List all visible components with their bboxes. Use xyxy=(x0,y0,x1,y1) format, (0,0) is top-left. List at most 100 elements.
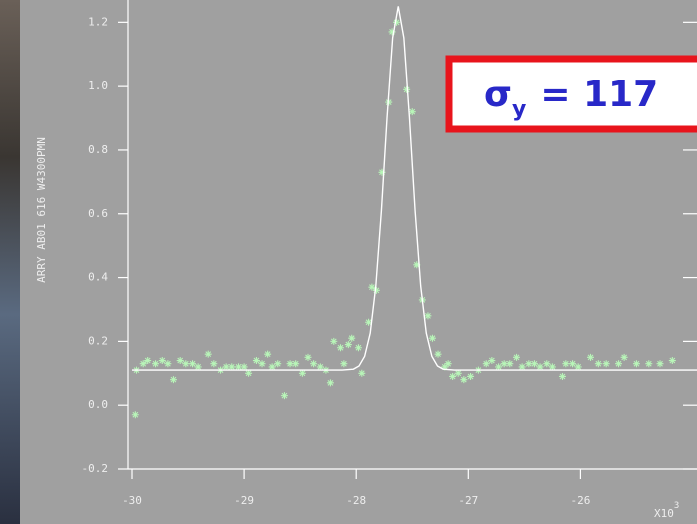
annotation-subscript: y xyxy=(512,97,526,122)
data-point xyxy=(620,353,628,361)
data-point xyxy=(210,360,218,368)
data-point xyxy=(326,379,334,387)
data-point xyxy=(298,369,306,377)
data-point xyxy=(234,363,242,371)
data-point xyxy=(292,360,300,368)
data-point xyxy=(413,261,421,269)
data-point xyxy=(536,363,544,371)
data-point xyxy=(222,363,230,371)
data-point xyxy=(482,360,490,368)
data-point xyxy=(393,18,401,26)
data-point xyxy=(424,312,432,320)
data-point xyxy=(434,350,442,358)
data-point xyxy=(668,357,676,365)
y-tick-label: 1.2 xyxy=(88,15,108,28)
multiplier-exponent: 3 xyxy=(674,501,679,511)
data-point xyxy=(403,85,411,93)
x-multiplier: X103 xyxy=(654,501,679,521)
data-point xyxy=(310,360,318,368)
data-point xyxy=(656,360,664,368)
data-point xyxy=(408,108,416,116)
data-point xyxy=(348,334,356,342)
y-tick-label: 0.4 xyxy=(88,271,108,284)
annotation-text: = 117 xyxy=(540,74,658,115)
data-point xyxy=(365,318,373,326)
data-point xyxy=(240,363,248,371)
data-point xyxy=(258,360,266,368)
data-point xyxy=(548,363,556,371)
data-point xyxy=(182,360,190,368)
y-tick-label: 1.0 xyxy=(88,79,108,92)
photo-edge xyxy=(0,0,20,524)
x-tick-label: -27 xyxy=(458,494,478,507)
data-point xyxy=(340,360,348,368)
data-point xyxy=(525,360,533,368)
data-point xyxy=(518,363,526,371)
data-point xyxy=(569,360,577,368)
data-point xyxy=(330,337,338,345)
fit-line xyxy=(132,6,697,371)
y-tick-label: 0.6 xyxy=(88,207,108,220)
data-point xyxy=(562,360,570,368)
data-point xyxy=(388,28,396,36)
data-point xyxy=(543,360,551,368)
data-point xyxy=(228,363,236,371)
data-point xyxy=(274,360,282,368)
annotation-box xyxy=(445,55,697,133)
data-point xyxy=(449,372,457,380)
data-point xyxy=(264,350,272,358)
data-point xyxy=(467,372,475,380)
annotation: σy = 117 xyxy=(484,74,658,122)
data-point xyxy=(268,363,276,371)
data-point xyxy=(358,369,366,377)
annotation-symbol: σ xyxy=(484,74,512,115)
plot-area: -0.2 0.0 0.2 0.4 0.6 0.8 1.0 1.2 -30 -29 -28 -27 -26 xyxy=(82,6,697,507)
data-point xyxy=(441,363,449,371)
data-point xyxy=(500,360,508,368)
data-point xyxy=(152,360,160,368)
y-axis-label: ARRY AB01 616 W4300PMN xyxy=(35,137,48,283)
data-point xyxy=(245,369,253,377)
data-point xyxy=(280,392,288,400)
data-point xyxy=(632,360,640,368)
data-point xyxy=(488,357,496,365)
data-point xyxy=(444,360,452,368)
data-point xyxy=(530,360,538,368)
data-point xyxy=(645,360,653,368)
x-tick-label: -26 xyxy=(570,494,590,507)
data-point xyxy=(139,360,147,368)
data-point xyxy=(189,360,197,368)
data-point xyxy=(354,344,362,352)
data-point xyxy=(286,360,294,368)
y-tick-label: 0.2 xyxy=(88,334,108,347)
data-point xyxy=(252,357,260,365)
data-point xyxy=(587,353,595,361)
x-tick-label: -30 xyxy=(122,494,142,507)
data-point xyxy=(454,369,462,377)
data-point xyxy=(460,376,468,384)
data-point xyxy=(316,363,324,371)
data-point xyxy=(158,357,166,365)
data-point xyxy=(594,360,602,368)
data-point xyxy=(558,372,566,380)
data-point xyxy=(131,411,139,419)
y-tick-label: 0.0 xyxy=(88,398,108,411)
x-tick-label: -29 xyxy=(234,494,254,507)
data-point xyxy=(368,283,376,291)
data-point xyxy=(513,353,521,361)
data-point xyxy=(495,363,503,371)
data-point xyxy=(602,360,610,368)
data-point xyxy=(176,357,184,365)
data-point xyxy=(194,363,202,371)
data-point xyxy=(506,360,514,368)
data-point xyxy=(144,357,152,365)
data-point xyxy=(164,360,172,368)
data-point xyxy=(378,168,386,176)
data-point xyxy=(344,341,352,349)
data-point xyxy=(337,344,345,352)
multiplier-base: X10 xyxy=(654,507,674,520)
y-tick-label: -0.2 xyxy=(82,462,109,475)
data-point xyxy=(372,286,380,294)
data-point xyxy=(615,360,623,368)
